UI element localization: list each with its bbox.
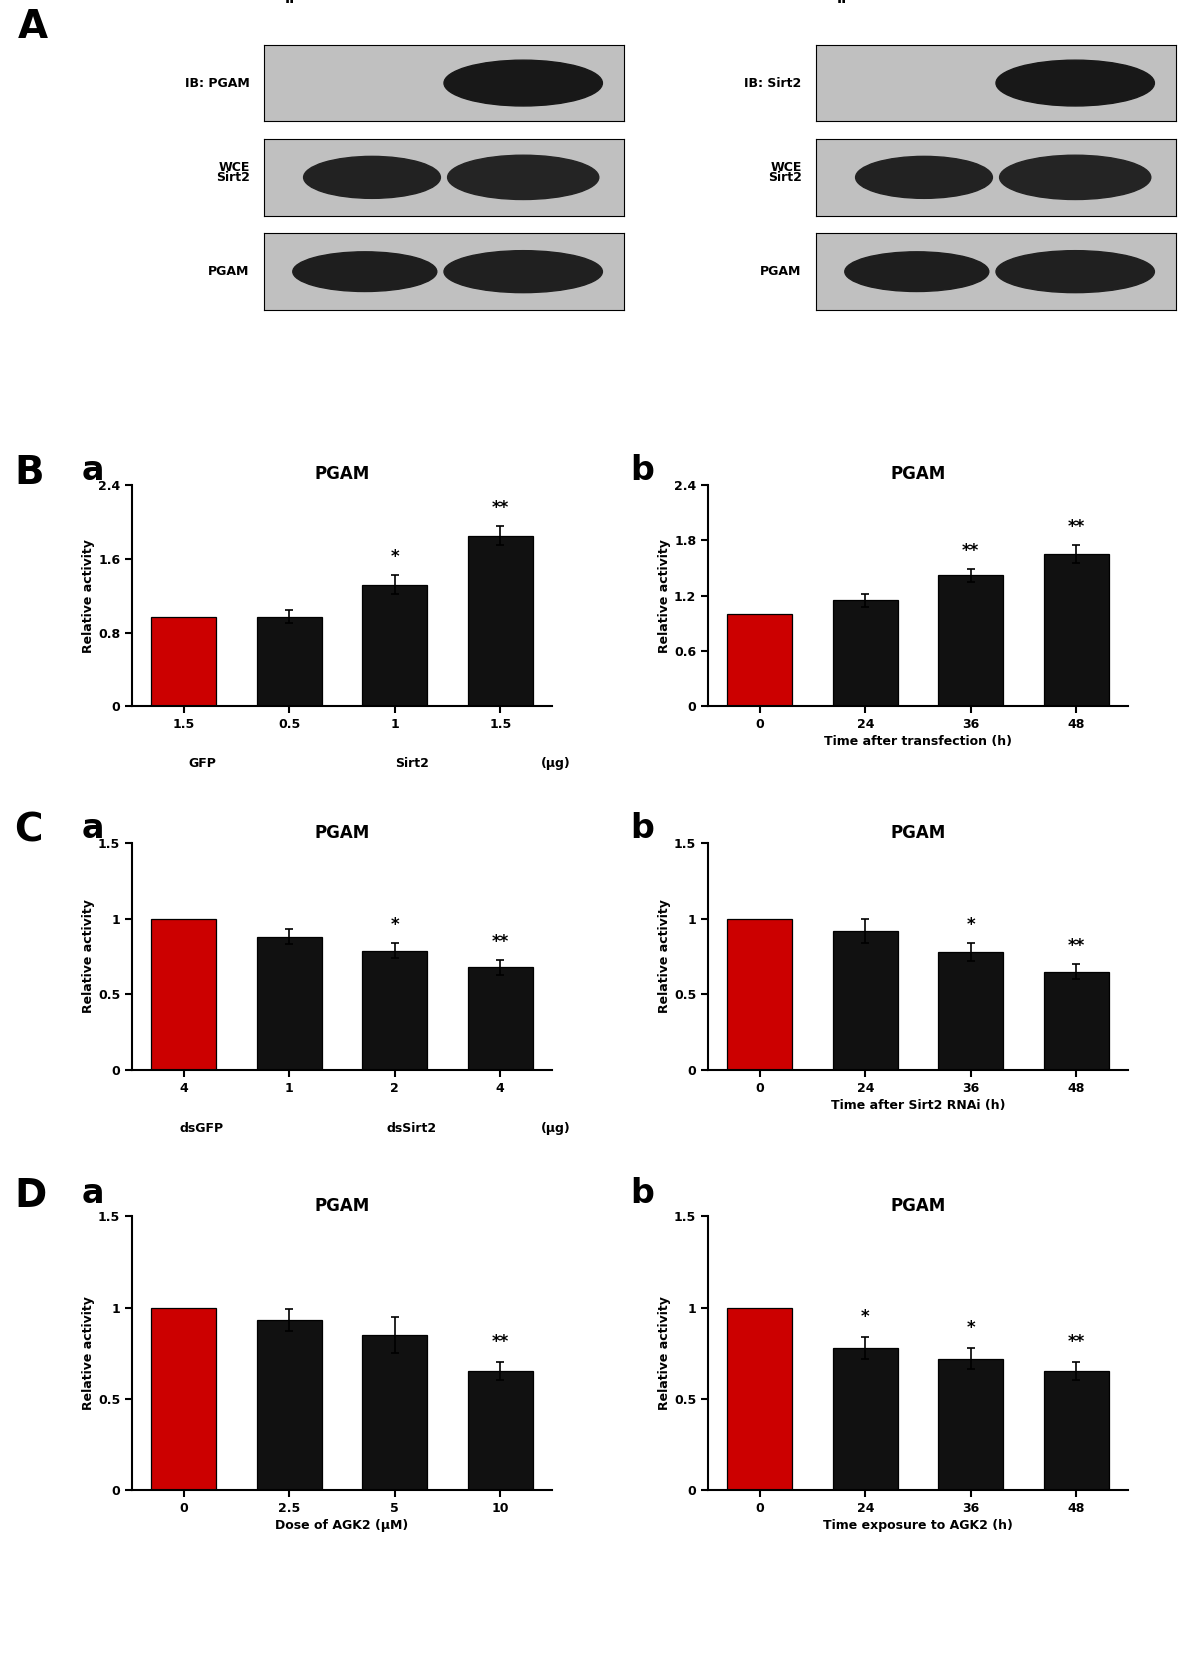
Y-axis label: Relative activity: Relative activity	[658, 539, 671, 652]
Bar	[151, 617, 216, 707]
Text: *: *	[860, 1307, 870, 1325]
Text: IP: IP	[286, 0, 300, 7]
Title: PGAM: PGAM	[890, 823, 946, 841]
Text: IP: IP	[838, 0, 852, 7]
Title: PGAM: PGAM	[890, 466, 946, 484]
Text: A: A	[18, 8, 48, 47]
Bar	[727, 918, 792, 1069]
Title: PGAM: PGAM	[314, 823, 370, 841]
Text: D: D	[14, 1177, 47, 1216]
Bar	[468, 535, 533, 707]
Text: a: a	[82, 454, 104, 487]
Ellipse shape	[996, 251, 1154, 293]
Text: dsSirt2: dsSirt2	[386, 1123, 437, 1136]
Title: PGAM: PGAM	[314, 466, 370, 484]
Text: IB: PGAM: IB: PGAM	[185, 76, 250, 90]
Text: **: **	[1068, 1334, 1085, 1352]
Bar	[938, 575, 1003, 707]
Ellipse shape	[444, 251, 602, 293]
X-axis label: Time after Sirt2 RNAi (h): Time after Sirt2 RNAi (h)	[830, 1099, 1006, 1113]
Bar	[468, 968, 533, 1069]
Bar	[938, 951, 1003, 1069]
X-axis label: Time exposure to AGK2 (h): Time exposure to AGK2 (h)	[823, 1518, 1013, 1532]
Text: PGAM: PGAM	[761, 264, 802, 278]
Text: *: *	[390, 549, 400, 567]
Ellipse shape	[996, 60, 1154, 106]
Bar	[1044, 554, 1109, 707]
Bar	[257, 617, 322, 707]
Bar	[257, 936, 322, 1069]
Text: a: a	[82, 1177, 104, 1211]
Text: **: **	[1068, 936, 1085, 955]
Text: PGAM: PGAM	[209, 264, 250, 278]
Text: B: B	[14, 454, 44, 492]
Text: b: b	[630, 454, 654, 487]
Bar	[833, 1347, 898, 1490]
Bar	[151, 918, 216, 1069]
Ellipse shape	[444, 60, 602, 106]
Y-axis label: Relative activity: Relative activity	[82, 900, 95, 1013]
Text: (μg): (μg)	[541, 757, 571, 770]
Ellipse shape	[293, 251, 437, 291]
Text: Sirt2: Sirt2	[395, 757, 428, 770]
Bar	[362, 584, 427, 707]
Bar	[362, 1335, 427, 1490]
Bar	[151, 1307, 216, 1490]
Bar	[468, 1372, 533, 1490]
Y-axis label: Relative activity: Relative activity	[82, 539, 95, 652]
Bar	[833, 600, 898, 707]
Y-axis label: Relative activity: Relative activity	[658, 1295, 671, 1410]
Text: *: *	[390, 916, 400, 935]
Title: PGAM: PGAM	[314, 1197, 370, 1216]
Text: dsGFP: dsGFP	[180, 1123, 224, 1136]
Text: **: **	[492, 933, 509, 951]
Text: C: C	[14, 812, 43, 850]
Ellipse shape	[304, 156, 440, 198]
Bar	[1044, 971, 1109, 1069]
Text: b: b	[630, 1177, 654, 1211]
Bar	[727, 1307, 792, 1490]
Text: GFP: GFP	[188, 757, 216, 770]
Bar	[362, 951, 427, 1069]
Y-axis label: Relative activity: Relative activity	[658, 900, 671, 1013]
Text: **: **	[492, 499, 509, 517]
Text: Sirt2: Sirt2	[216, 171, 250, 185]
Text: (μg): (μg)	[541, 1123, 571, 1136]
Bar	[1044, 1372, 1109, 1490]
Bar	[727, 614, 792, 707]
Text: **: **	[492, 1334, 509, 1352]
Text: *: *	[966, 1319, 976, 1337]
Ellipse shape	[856, 156, 992, 198]
Text: WCE: WCE	[770, 161, 802, 173]
Title: PGAM: PGAM	[890, 1197, 946, 1216]
Bar	[938, 1359, 1003, 1490]
Text: **: **	[962, 542, 979, 560]
Text: **: **	[1068, 517, 1085, 535]
Text: Sirt2: Sirt2	[768, 171, 802, 185]
X-axis label: Dose of AGK2 (μM): Dose of AGK2 (μM)	[275, 1518, 409, 1532]
Text: a: a	[82, 812, 104, 845]
Text: *: *	[966, 916, 976, 935]
Text: IB: Sirt2: IB: Sirt2	[744, 76, 802, 90]
Text: WCE: WCE	[218, 161, 250, 173]
Bar	[257, 1320, 322, 1490]
Y-axis label: Relative activity: Relative activity	[82, 1295, 95, 1410]
Ellipse shape	[1000, 155, 1151, 200]
X-axis label: Time after transfection (h): Time after transfection (h)	[824, 735, 1012, 748]
Text: b: b	[630, 812, 654, 845]
Ellipse shape	[845, 251, 989, 291]
Bar	[833, 931, 898, 1069]
Ellipse shape	[448, 155, 599, 200]
